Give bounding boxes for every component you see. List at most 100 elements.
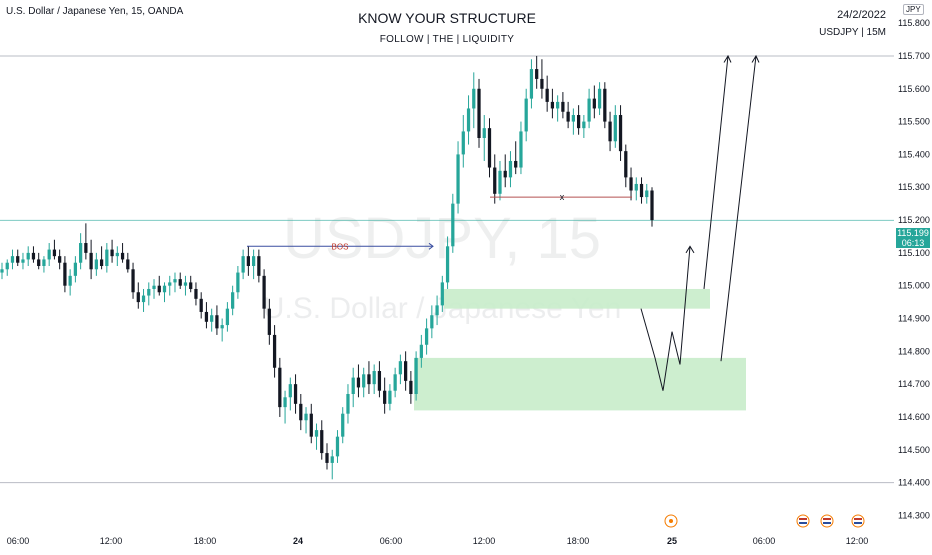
- candle-body: [571, 115, 575, 122]
- bullish-candle: [472, 72, 476, 129]
- bearish-candle: [540, 59, 544, 99]
- candle-body: [582, 121, 586, 129]
- candle-body: [393, 374, 397, 391]
- bearish-candle: [603, 82, 607, 129]
- candle-body: [246, 256, 250, 266]
- candle-body: [330, 456, 334, 463]
- time-tick-label: 12:00: [473, 536, 496, 546]
- price-axis[interactable]: 115.800 115.700 115.600 115.500 115.400 115.3…: [898, 18, 930, 520]
- bullish-candle: [173, 272, 177, 293]
- bearish-candle: [126, 252, 130, 273]
- candle-body: [550, 101, 555, 109]
- bearish-candle: [267, 298, 271, 345]
- event-icon[interactable]: [664, 514, 678, 528]
- candle-body: [493, 167, 497, 194]
- bearish-candle: [299, 394, 303, 431]
- candle-body: [210, 315, 214, 322]
- price-tick-label: 115.600: [898, 84, 930, 94]
- time-tick-label: 06:00: [380, 536, 403, 546]
- bullish-candle: [21, 252, 25, 270]
- candle-body: [618, 115, 623, 152]
- candle-body: [94, 259, 98, 270]
- bearish-candle: [262, 269, 266, 319]
- candle-body: [325, 453, 329, 463]
- bullish-candle: [524, 88, 528, 142]
- candle-body: [147, 288, 151, 296]
- candle-body: [383, 390, 387, 404]
- candle-body: [178, 279, 182, 286]
- candle-body: [194, 288, 198, 299]
- bearish-candle: [367, 361, 371, 394]
- bullish-candle: [519, 121, 523, 175]
- bearish-candle: [278, 357, 282, 417]
- chart-title: KNOW YOUR STRUCTURE: [358, 10, 536, 26]
- candle-body: [639, 183, 644, 198]
- candle-body: [409, 380, 413, 394]
- time-tick-label: 18:00: [567, 536, 590, 546]
- bullish-candle: [141, 288, 146, 312]
- time-tick-label: 06:00: [753, 536, 776, 546]
- bullish-candle: [419, 334, 423, 368]
- bullish-candle: [346, 384, 350, 424]
- demand-zone: [414, 357, 746, 411]
- bullish-candle: [0, 262, 4, 280]
- demand-zone: [444, 288, 710, 309]
- price-tick-label: 115.400: [898, 149, 930, 159]
- candle-body: [529, 69, 534, 99]
- time-axis[interactable]: 06:00 12:00 18:00 24 06:00 12:00 18:00 25 06:00 1…: [7, 536, 869, 546]
- candle-body: [131, 269, 135, 293]
- bullish-candle: [440, 275, 444, 312]
- candle-body: [47, 249, 51, 260]
- candle-body: [299, 403, 303, 421]
- candle-body: [456, 154, 460, 204]
- candle-body: [225, 308, 230, 326]
- us-flag-icon[interactable]: [820, 514, 834, 528]
- candle-body: [126, 259, 130, 270]
- symbol-info[interactable]: U.S. Dollar / Japanese Yen, 15, OANDA: [6, 6, 184, 17]
- candle-body: [105, 249, 109, 266]
- bearish-candle: [257, 249, 261, 283]
- candle-body: [566, 111, 570, 122]
- bearish-candle: [561, 92, 565, 119]
- price-tick-label: 115.300: [898, 182, 930, 192]
- bearish-candle: [194, 282, 198, 306]
- bearish-candle: [576, 105, 581, 135]
- price-tick-label: 114.400: [898, 478, 930, 488]
- liquidity-x-label: x: [560, 192, 565, 202]
- bearish-candle: [84, 223, 88, 260]
- candle-countdown: 06:13: [901, 238, 925, 248]
- candle-body: [629, 177, 633, 191]
- candle-body: [440, 282, 444, 306]
- candle-body: [556, 101, 560, 109]
- candle-body: [508, 160, 513, 178]
- us-flag-icon[interactable]: [851, 514, 865, 528]
- candle-body: [99, 259, 104, 266]
- bullish-candle: [430, 305, 434, 339]
- price-tick-label: 114.600: [898, 412, 930, 422]
- bullish-candle: [571, 108, 575, 135]
- bearish-candle: [110, 239, 114, 263]
- candle-body: [42, 259, 46, 266]
- candle-body: [251, 256, 256, 266]
- candle-body: [472, 88, 476, 109]
- bullish-candle: [341, 407, 345, 444]
- candle-body: [199, 298, 203, 312]
- candle-body: [346, 394, 350, 414]
- candle-body: [624, 151, 628, 178]
- bearish-candle: [199, 292, 203, 319]
- bullish-candle: [362, 367, 366, 398]
- candle-body: [561, 101, 565, 112]
- candle-body: [335, 436, 340, 457]
- price-tick-label: 114.900: [898, 314, 930, 324]
- bearish-candle: [503, 154, 507, 188]
- currency-tag[interactable]: JPY: [903, 4, 924, 15]
- candle-body: [231, 292, 235, 309]
- bullish-candle: [251, 249, 256, 280]
- candle-body: [173, 279, 177, 283]
- bullish-candle: [634, 177, 638, 201]
- candle-body: [215, 315, 219, 329]
- us-flag-icon[interactable]: [796, 514, 810, 528]
- bos-label: BOS: [332, 242, 349, 251]
- bearish-candle: [404, 351, 408, 391]
